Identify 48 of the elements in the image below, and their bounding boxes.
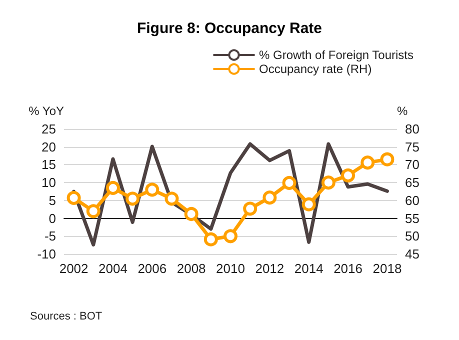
legend-label: Occupancy rate (RH) <box>259 62 372 76</box>
point <box>184 207 198 221</box>
y2-tick-label: 60 <box>405 192 420 208</box>
y2-tick-label: 45 <box>405 246 420 262</box>
x-tick-label: 2010 <box>216 261 245 276</box>
y-axis-title: % YoY <box>28 104 64 118</box>
point <box>380 152 394 166</box>
source-note: Sources : BOT <box>30 310 102 322</box>
x-tick-label: 2018 <box>372 261 402 276</box>
point <box>66 190 81 205</box>
y2-tick-label: 50 <box>405 228 420 244</box>
point <box>145 182 160 197</box>
x-tick-label: 2012 <box>255 261 284 276</box>
point <box>321 176 336 190</box>
point <box>302 197 316 212</box>
point <box>243 202 258 216</box>
point <box>360 156 375 170</box>
y-tick-label: 5 <box>48 192 56 208</box>
point <box>86 204 100 218</box>
y2-tick-label: 80 <box>405 122 420 136</box>
point <box>106 180 120 195</box>
y2-tick-label: 70 <box>405 157 420 172</box>
x-tick-label: 2002 <box>59 261 88 276</box>
y2-tick-label: 65 <box>405 175 420 190</box>
point <box>224 229 238 244</box>
y2-axis-title: % <box>397 104 408 118</box>
y-tick-label: 20 <box>42 139 56 154</box>
point <box>164 192 179 206</box>
point <box>204 232 218 246</box>
y2-tick-label: 75 <box>405 139 420 154</box>
y-tick-label: 25 <box>42 122 56 136</box>
point <box>341 168 356 182</box>
x-tick-label: 2004 <box>98 261 128 276</box>
y-tick-label: 0 <box>48 210 56 226</box>
x-tick-label: 2008 <box>176 261 206 276</box>
point <box>282 176 296 190</box>
x-tick-label: 2014 <box>294 261 324 276</box>
legend-label: % Growth of Foreign Tourists <box>259 48 414 62</box>
y-tick-label: 15 <box>42 157 56 172</box>
point <box>126 192 140 206</box>
y-tick-label: 10 <box>42 175 56 190</box>
x-tick-label: 2016 <box>334 261 362 276</box>
point <box>262 190 277 205</box>
y-tick-label: -10 <box>37 246 56 262</box>
chart-title: Figure 8: Occupancy Rate <box>136 20 322 37</box>
x-tick-label: 2006 <box>138 261 167 276</box>
y2-tick-label: 55 <box>405 210 420 226</box>
y-tick-label: -5 <box>44 228 56 244</box>
